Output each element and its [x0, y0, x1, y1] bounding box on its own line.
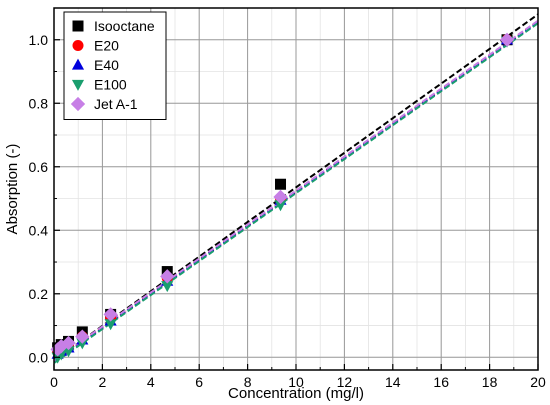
legend-marker-e40 [71, 58, 85, 70]
data-point-e100 [76, 338, 89, 350]
data-point-e100 [104, 319, 117, 331]
x-axis-title: Concentration (mg/l) [228, 385, 364, 402]
y-tick-label: 0.6 [29, 159, 49, 175]
y-tick-label: 1.0 [29, 32, 49, 48]
legend-marker-e20 [72, 40, 84, 51]
x-tick-label: 16 [433, 374, 449, 390]
y-tick-label: 0.2 [29, 286, 49, 302]
x-tick-label: 12 [337, 374, 353, 390]
data-point-jet-a-1 [75, 329, 90, 344]
legend-marker-e100 [71, 79, 85, 91]
legend-label-e40: E40 [94, 57, 119, 73]
data-point-jet-a-1 [499, 32, 515, 47]
y-tick-label: 0.4 [29, 222, 49, 238]
x-tick-label: 0 [50, 374, 58, 390]
legend-label-e20: E20 [94, 38, 119, 54]
data-point-isooctane [275, 178, 287, 190]
y-tick-label: 0.8 [29, 95, 49, 111]
x-tick-label: 4 [147, 374, 155, 390]
y-axis-title: Absorption (-) [4, 144, 21, 235]
legend-marker-jet-a-1 [70, 96, 86, 112]
x-tick-label: 20 [530, 374, 546, 390]
legend-marker-isooctane [72, 20, 84, 32]
x-tick-label: 6 [195, 374, 203, 390]
data-point-jet-a-1 [160, 269, 175, 284]
x-tick-label: 8 [244, 374, 252, 390]
y-tick-label: 0.0 [29, 349, 49, 365]
data-point-jet-a-1 [61, 335, 76, 351]
data-point-e100 [161, 281, 174, 293]
legend: Isooctane E20 E40 E100 Jet A-1 [63, 11, 167, 120]
x-tick-label: 10 [288, 374, 304, 390]
axis-ticks: 0 2 4 6 8 10 12 14 16 18 20 0.0 0.2 0.4 0.6 0.8 1.0 [29, 7, 546, 390]
legend-label-isooctane: Isooctane [94, 18, 155, 34]
legend-label-e100: E100 [94, 77, 127, 93]
legend-label-jet-a-1: Jet A-1 [94, 96, 138, 112]
grid [53, 7, 539, 370]
x-tick-label: 14 [385, 374, 401, 390]
fit-lines [53, 13, 539, 364]
x-tick-label: 2 [99, 374, 107, 390]
data-point-jet-a-1 [103, 307, 118, 322]
data-point-e100 [274, 200, 287, 212]
x-tick-label: 18 [482, 374, 498, 390]
data-point-jet-a-1 [54, 339, 69, 354]
data-point-jet-a-1 [273, 189, 288, 205]
